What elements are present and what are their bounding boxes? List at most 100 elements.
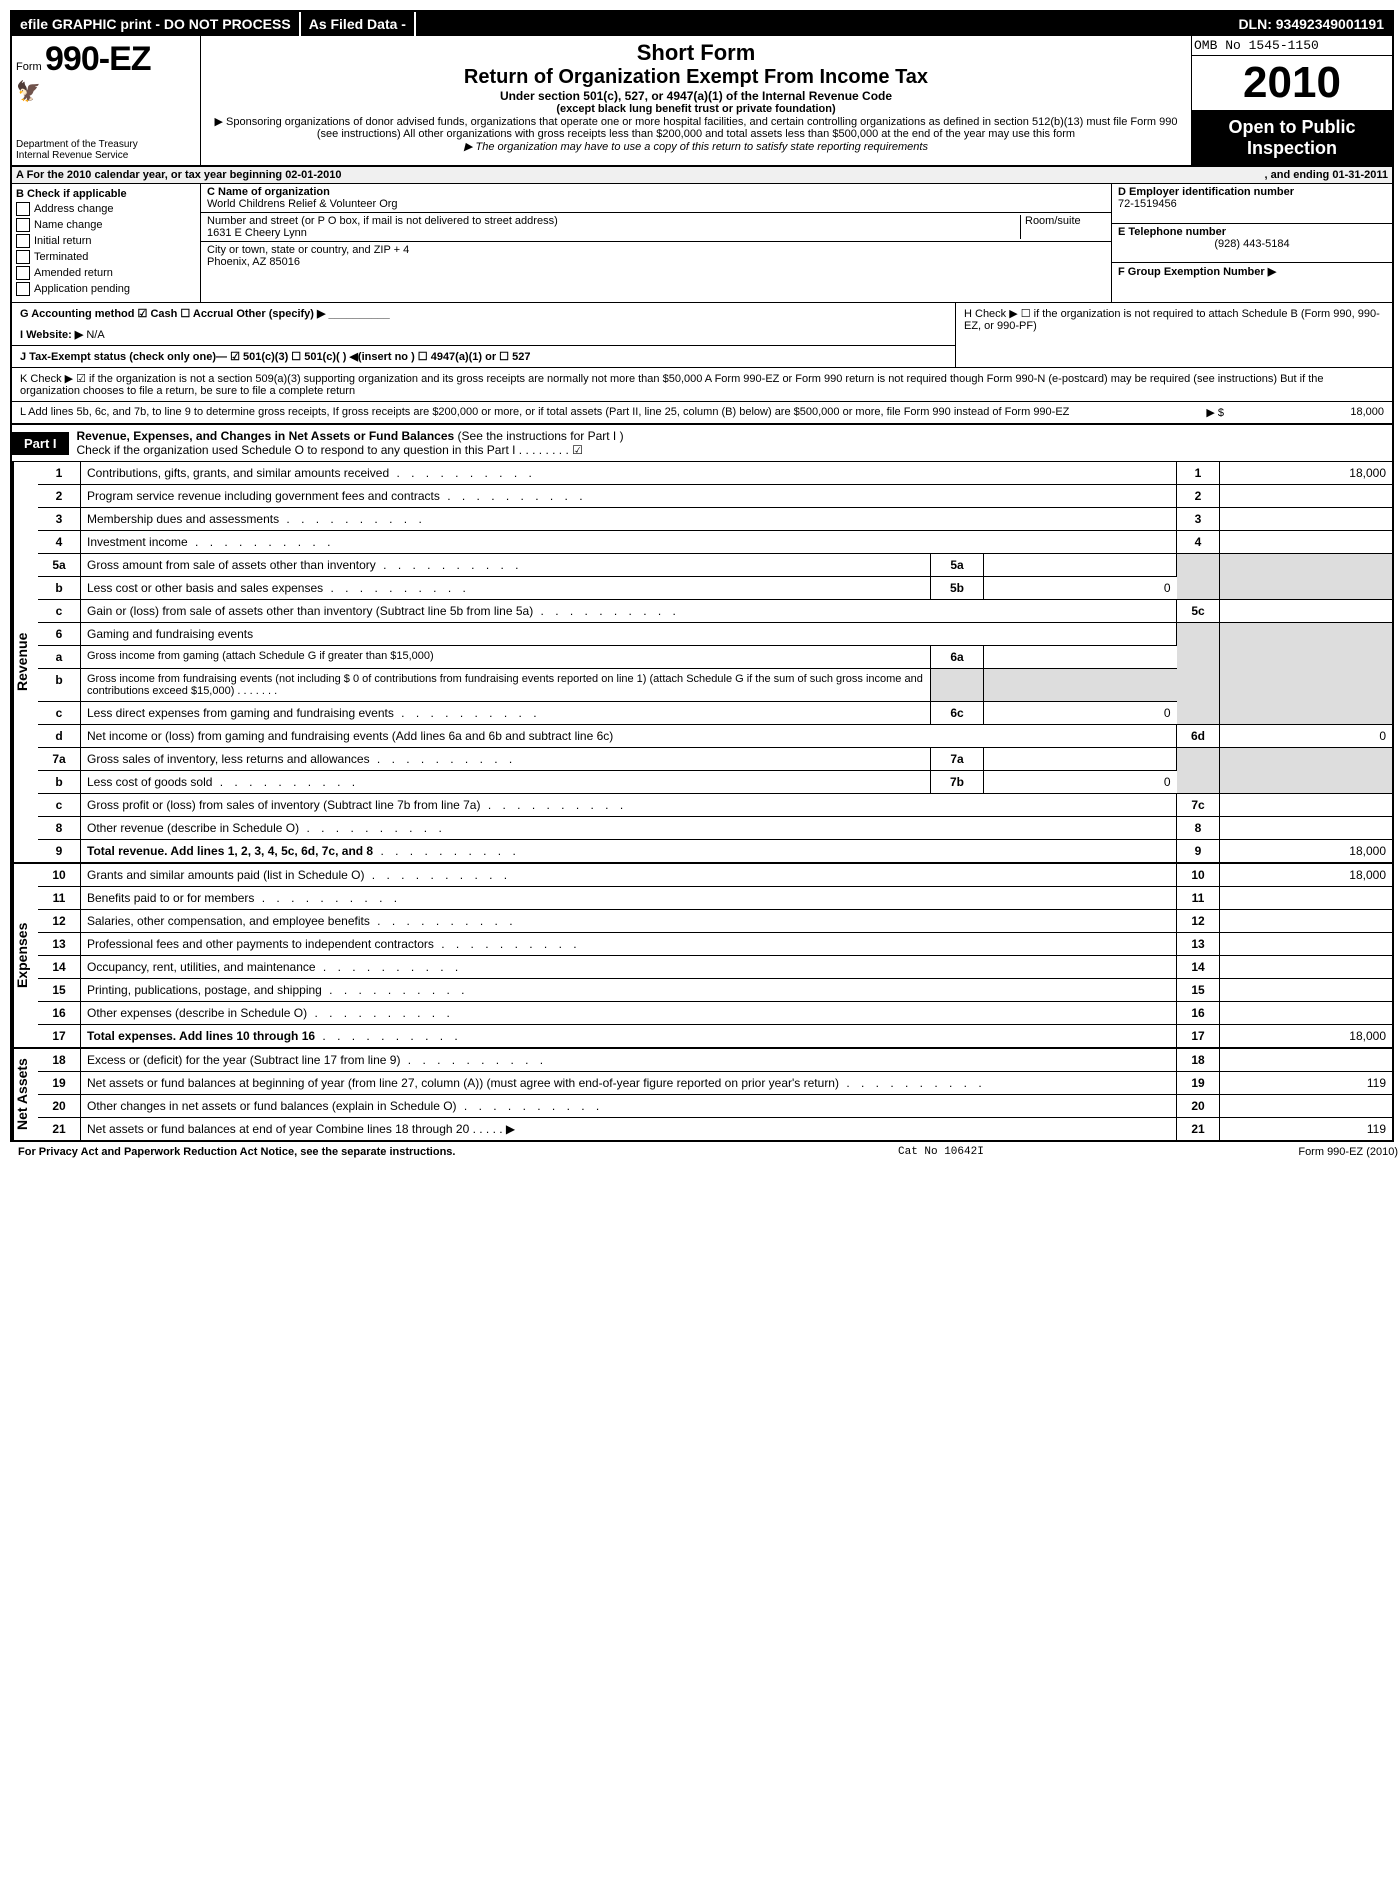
- line-5b-value: 0: [984, 577, 1177, 600]
- l-amount-label: ▶ $: [1164, 406, 1224, 419]
- efile-topbar: efile GRAPHIC print - DO NOT PROCESS As …: [12, 12, 1392, 36]
- part-1-header: Part I Revenue, Expenses, and Changes in…: [12, 425, 1392, 462]
- line-17-value: 18,000: [1220, 1025, 1393, 1048]
- cb-application-pending[interactable]: Application pending: [16, 282, 196, 296]
- line-14: 14 Occupancy, rent, utilities, and maint…: [38, 956, 1392, 979]
- line-15: 15 Printing, publications, postage, and …: [38, 979, 1392, 1002]
- part-1-label: Part I: [12, 432, 69, 455]
- line-7a: 7a Gross sales of inventory, less return…: [38, 748, 1392, 771]
- line-10: 10 Grants and similar amounts paid (list…: [38, 864, 1392, 887]
- box-b-checkboxes: B Check if applicable Address change Nam…: [12, 184, 201, 302]
- telephone-label: E Telephone number: [1118, 226, 1386, 238]
- line-6c-value: 0: [984, 702, 1177, 725]
- form-header: Form 990-EZ 🦅 Department of the Treasury…: [12, 36, 1392, 167]
- cb-name-change[interactable]: Name change: [16, 218, 196, 232]
- line-6d: d Net income or (loss) from gaming and f…: [38, 725, 1392, 748]
- short-form-title: Short Form: [209, 40, 1183, 66]
- dept-treasury: Department of the Treasury: [16, 139, 196, 150]
- cb-amended-return[interactable]: Amended return: [16, 266, 196, 280]
- tax-year: 2010: [1192, 56, 1392, 111]
- line-3: 3 Membership dues and assessments 3: [38, 508, 1392, 531]
- ein-label: D Employer identification number: [1118, 186, 1386, 198]
- line-7c: c Gross profit or (loss) from sales of i…: [38, 794, 1392, 817]
- accounting-method-line: G Accounting method ☑ Cash ☐ Accrual Oth…: [20, 308, 390, 320]
- header-left: Form 990-EZ 🦅 Department of the Treasury…: [12, 36, 201, 165]
- room-suite-label: Room/suite: [1020, 215, 1105, 239]
- net-assets-table: 18 Excess or (deficit) for the year (Sub…: [38, 1049, 1392, 1140]
- box-c-org-name-address: C Name of organization World Childrens R…: [201, 184, 1111, 302]
- header-right: OMB No 1545-1150 2010 Open to Public Ins…: [1191, 36, 1392, 165]
- expenses-table: 10 Grants and similar amounts paid (list…: [38, 864, 1392, 1047]
- dln-label: DLN: 93492349001191: [1230, 12, 1392, 36]
- cat-no: Cat No 10642I: [898, 1146, 1198, 1158]
- sponsor-note: ▶ Sponsoring organizations of donor advi…: [209, 115, 1183, 140]
- line-6: 6 Gaming and fundraising events: [38, 623, 1392, 646]
- group-exemption-label: F Group Exemption Number ▶: [1118, 265, 1386, 278]
- box-b-title: B Check if applicable: [16, 188, 196, 200]
- line-5a: 5a Gross amount from sale of assets othe…: [38, 554, 1392, 577]
- line-17: 17 Total expenses. Add lines 10 through …: [38, 1025, 1392, 1048]
- irs-eagle-icon: 🦅: [16, 79, 196, 104]
- main-title: Return of Organization Exempt From Incom…: [209, 66, 1183, 89]
- street-value: 1631 E Cheery Lynn: [207, 227, 1020, 239]
- city-value: Phoenix, AZ 85016: [207, 256, 1105, 268]
- form-number: 990-EZ: [45, 40, 151, 78]
- org-info-block: B Check if applicable Address change Nam…: [12, 184, 1392, 303]
- line-1-value: 18,000: [1220, 462, 1393, 485]
- state-report-note: ▶ The organization may have to use a cop…: [209, 140, 1183, 153]
- tax-exempt-status-line: J Tax-Exempt status (check only one)— ☑ …: [20, 351, 530, 363]
- website-label: I Website: ▶: [20, 329, 83, 341]
- net-assets-side-label: Net Assets: [12, 1049, 38, 1140]
- line-18: 18 Excess or (deficit) for the year (Sub…: [38, 1049, 1392, 1072]
- h-check-line: H Check ▶ ☐ if the organization is not r…: [956, 303, 1392, 367]
- line-11: 11 Benefits paid to or for members 11: [38, 887, 1392, 910]
- org-name-value: World Childrens Relief & Volunteer Org: [207, 198, 1105, 210]
- cb-initial-return[interactable]: Initial return: [16, 234, 196, 248]
- line-10-value: 18,000: [1220, 864, 1393, 887]
- line-5c: c Gain or (loss) from sale of assets oth…: [38, 600, 1392, 623]
- line-7b-value: 0: [984, 771, 1177, 794]
- box-d-e-f: D Employer identification number 72-1519…: [1111, 184, 1392, 302]
- line-21: 21 Net assets or fund balances at end of…: [38, 1118, 1392, 1141]
- cb-terminated[interactable]: Terminated: [16, 250, 196, 264]
- part-1-title-note: (See the instructions for Part I ): [458, 429, 624, 443]
- net-assets-section: Net Assets 18 Excess or (deficit) for th…: [12, 1049, 1392, 1140]
- omb-number: OMB No 1545-1150: [1192, 36, 1392, 56]
- line-8: 8 Other revenue (describe in Schedule O)…: [38, 817, 1392, 840]
- org-name-label: C Name of organization: [207, 186, 1105, 198]
- line-1: 1 Contributions, gifts, grants, and simi…: [38, 462, 1392, 485]
- city-label: City or town, state or country, and ZIP …: [207, 244, 1105, 256]
- expenses-side-label: Expenses: [12, 864, 38, 1047]
- line-12: 12 Salaries, other compensation, and emp…: [38, 910, 1392, 933]
- as-filed-label: As Filed Data -: [301, 12, 416, 36]
- part-1-title: Revenue, Expenses, and Changes in Net As…: [77, 429, 455, 443]
- cb-address-change[interactable]: Address change: [16, 202, 196, 216]
- line-19-value: 119: [1220, 1072, 1393, 1095]
- l-gross-receipts-line: L Add lines 5b, 6c, and 7b, to line 9 to…: [12, 402, 1392, 425]
- expenses-section: Expenses 10 Grants and similar amounts p…: [12, 864, 1392, 1049]
- line-6d-value: 0: [1220, 725, 1393, 748]
- form-990ez-page: efile GRAPHIC print - DO NOT PROCESS As …: [10, 10, 1394, 1142]
- line-21-value: 119: [1220, 1118, 1393, 1141]
- irs-label: Internal Revenue Service: [16, 150, 196, 161]
- efile-process-label: efile GRAPHIC print - DO NOT PROCESS: [12, 12, 301, 36]
- form-footer-label: Form 990-EZ (2010): [1198, 1146, 1398, 1158]
- header-middle: Short Form Return of Organization Exempt…: [201, 36, 1191, 165]
- form-prefix: Form: [16, 61, 42, 73]
- street-label: Number and street (or P O box, if mail i…: [207, 215, 1020, 227]
- subtitle-2: (except black lung benefit trust or priv…: [209, 103, 1183, 115]
- revenue-table: 1 Contributions, gifts, grants, and simi…: [38, 462, 1392, 862]
- line-16: 16 Other expenses (describe in Schedule …: [38, 1002, 1392, 1025]
- revenue-section: Revenue 1 Contributions, gifts, grants, …: [12, 462, 1392, 864]
- k-check-line: K Check ▶ ☑ if the organization is not a…: [12, 368, 1392, 402]
- line-4: 4 Investment income 4: [38, 531, 1392, 554]
- website-value: N/A: [86, 329, 104, 341]
- page-footer: For Privacy Act and Paperwork Reduction …: [10, 1142, 1400, 1162]
- ein-value: 72-1519456: [1118, 198, 1386, 210]
- section-a-tax-year: A For the 2010 calendar year, or tax yea…: [12, 167, 1392, 184]
- subtitle-1: Under section 501(c), 527, or 4947(a)(1)…: [209, 89, 1183, 103]
- line-9-value: 18,000: [1220, 840, 1393, 863]
- line-19: 19 Net assets or fund balances at beginn…: [38, 1072, 1392, 1095]
- line-9: 9 Total revenue. Add lines 1, 2, 3, 4, 5…: [38, 840, 1392, 863]
- l-amount-value: 18,000: [1224, 406, 1384, 419]
